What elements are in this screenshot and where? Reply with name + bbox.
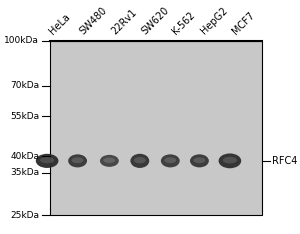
Ellipse shape <box>190 154 209 167</box>
Text: RFC4: RFC4 <box>272 156 298 166</box>
Ellipse shape <box>223 157 237 164</box>
Text: SW620: SW620 <box>140 5 171 37</box>
Text: 25kDa: 25kDa <box>10 211 39 220</box>
Text: MCF7: MCF7 <box>230 10 256 37</box>
Ellipse shape <box>36 154 58 168</box>
Text: 22Rv1: 22Rv1 <box>110 7 139 37</box>
Ellipse shape <box>100 155 119 167</box>
Text: 70kDa: 70kDa <box>10 81 39 90</box>
Ellipse shape <box>103 157 115 163</box>
Text: K-562: K-562 <box>170 10 197 37</box>
Text: 35kDa: 35kDa <box>10 168 39 177</box>
Ellipse shape <box>161 154 180 167</box>
Text: HeLa: HeLa <box>47 12 72 37</box>
Text: 40kDa: 40kDa <box>10 152 39 161</box>
Ellipse shape <box>72 157 83 163</box>
Ellipse shape <box>134 157 146 163</box>
Ellipse shape <box>130 154 149 168</box>
Ellipse shape <box>219 154 241 168</box>
Ellipse shape <box>40 157 54 163</box>
Text: SW480: SW480 <box>78 5 109 37</box>
Text: HepG2: HepG2 <box>200 6 230 37</box>
Ellipse shape <box>68 154 87 167</box>
Ellipse shape <box>164 157 176 163</box>
Ellipse shape <box>194 157 206 163</box>
Text: 55kDa: 55kDa <box>10 112 39 121</box>
Text: 100kDa: 100kDa <box>4 36 39 45</box>
FancyBboxPatch shape <box>50 41 262 215</box>
